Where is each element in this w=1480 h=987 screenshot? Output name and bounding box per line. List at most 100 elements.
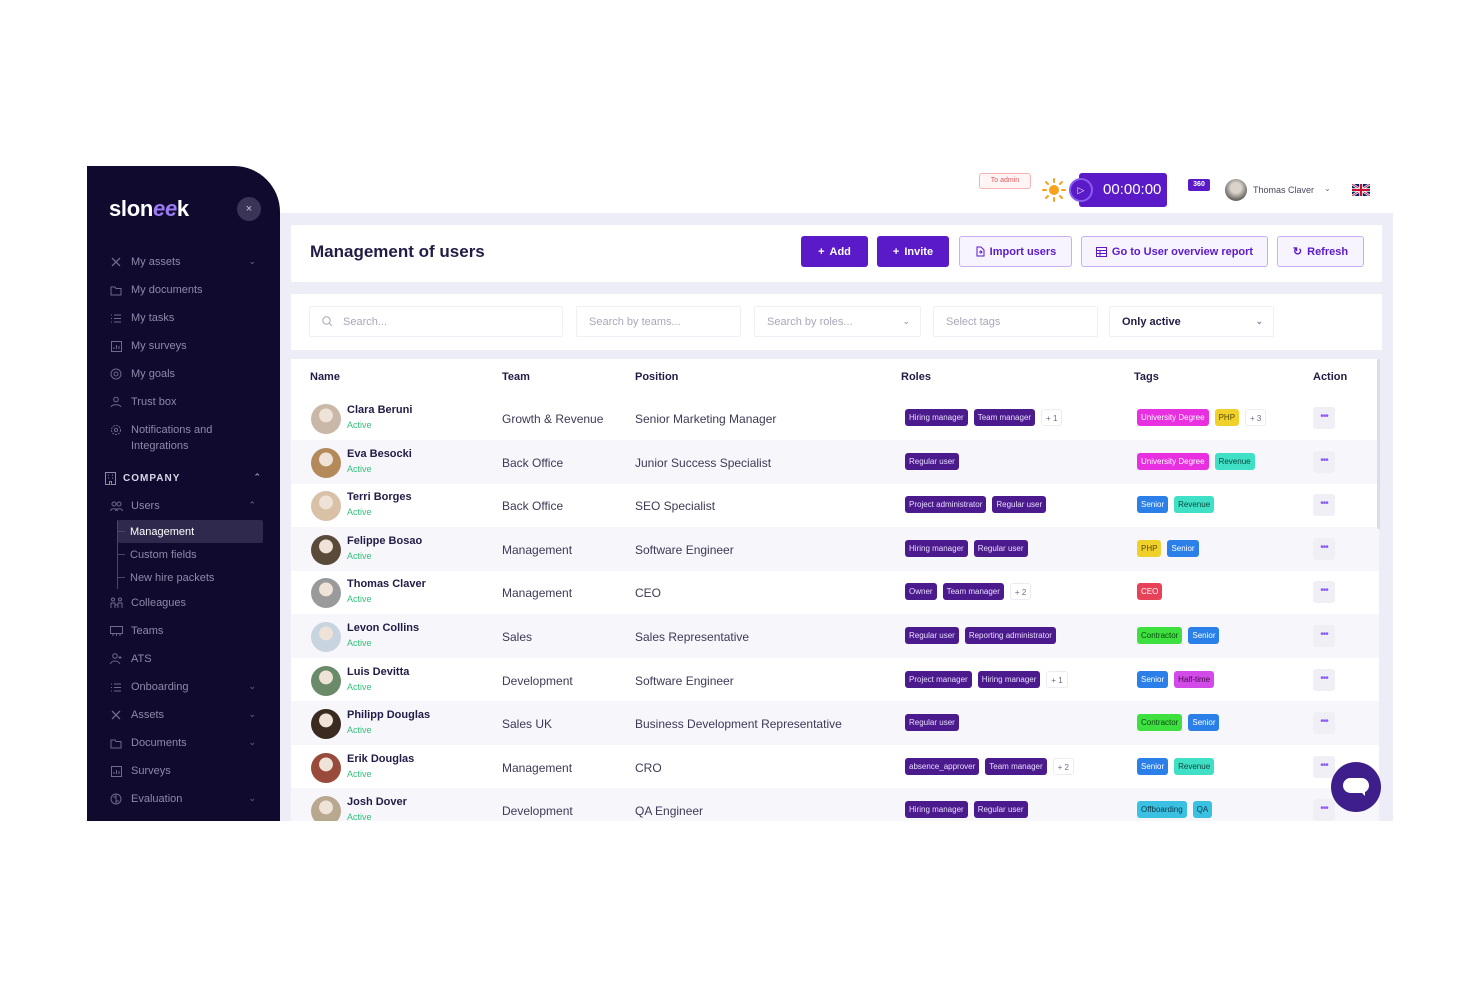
roles-more-pill[interactable]: + 2 — [1009, 583, 1032, 601]
company-section-header[interactable]: COMPANY ⌃ — [87, 464, 280, 492]
play-timer-button[interactable]: ▷ — [1069, 178, 1093, 202]
avatar[interactable] — [311, 709, 341, 740]
logo[interactable]: sloneek — [109, 196, 189, 221]
roles-more-pill[interactable]: + 1 — [1041, 409, 1063, 426]
refresh-button[interactable]: ↻ Refresh — [1277, 236, 1364, 267]
sidebar-item-new-hire-packets[interactable]: New hire packets — [118, 566, 280, 589]
sidebar-item-evaluation[interactable]: Evaluation ⌄ — [87, 785, 280, 813]
sidebar-item-documents[interactable]: Documents ⌄ — [87, 729, 280, 757]
sidebar-item-surveys[interactable]: Surveys — [87, 757, 280, 785]
table-row[interactable]: Felippe Bosao Active Management Software En… — [291, 526, 1379, 571]
tools-icon — [109, 708, 123, 722]
page-header: Management of users + Add + Invite Import … — [291, 225, 1382, 282]
roles-filter[interactable]: Search by roles... ⌄ — [754, 306, 921, 337]
column-roles[interactable]: Roles — [901, 371, 931, 383]
avatar[interactable] — [311, 578, 341, 609]
feedback-360-badge[interactable]: 360 — [1188, 179, 1210, 191]
table-row[interactable]: Josh Dover Active Development QA Engineer Hi… — [291, 788, 1379, 821]
sidebar-item-onboarding[interactable]: Onboarding ⌄ — [87, 673, 280, 701]
table-row[interactable]: Clara Beruni Active Growth & Revenue Senior… — [291, 396, 1379, 440]
row-actions-button[interactable]: ••• — [1313, 537, 1335, 560]
user-name-link[interactable]: Luis Devitta — [347, 665, 410, 678]
sidebar-item-my-documents[interactable]: My documents — [87, 276, 280, 304]
tags-select[interactable]: Select tags — [933, 306, 1098, 337]
row-actions-button[interactable]: ••• — [1313, 712, 1335, 735]
user-name-link[interactable]: Eva Besocki — [347, 447, 412, 460]
row-actions-button[interactable]: ••• — [1313, 799, 1335, 821]
table-row[interactable]: Luis Devitta Active Development Software En… — [291, 658, 1379, 702]
building-icon — [103, 471, 117, 485]
column-tags[interactable]: Tags — [1134, 371, 1159, 383]
sidebar-item-ats[interactable]: ATS — [87, 645, 280, 673]
user-name-link[interactable]: Levon Collins — [347, 622, 420, 634]
chart-icon — [109, 339, 123, 353]
sun-icon[interactable] — [1042, 178, 1066, 202]
tags-more-pill[interactable]: + 3 — [1245, 409, 1267, 426]
sidebar-item-notifications-integrations[interactable]: Notifications and Integrations — [87, 416, 280, 458]
row-actions-button[interactable]: ••• — [1313, 755, 1335, 778]
sidebar-item-colleagues[interactable]: Colleagues — [87, 589, 280, 617]
close-sidebar-button[interactable]: × — [237, 197, 261, 221]
user-avatar[interactable] — [1225, 179, 1247, 201]
chevron-down-icon[interactable]: ⌄ — [1324, 184, 1331, 193]
invite-button[interactable]: + Invite — [877, 236, 949, 267]
avatar[interactable] — [311, 404, 341, 434]
status-label: Active — [347, 420, 372, 430]
more-dots-icon: ••• — [1320, 585, 1328, 597]
sidebar-item-my-tasks[interactable]: My tasks — [87, 304, 280, 332]
import-users-button[interactable]: Import users — [959, 236, 1072, 267]
row-actions-button[interactable]: ••• — [1313, 668, 1335, 691]
role-pill: Regular user — [905, 452, 959, 470]
table-scrollbar[interactable] — [1377, 359, 1380, 529]
user-overview-report-button[interactable]: Go to User overview report — [1081, 236, 1268, 267]
user-name-link[interactable]: Philipp Douglas — [347, 709, 431, 722]
sidebar-item-users[interactable]: Users ⌃ — [87, 492, 280, 520]
table-row[interactable]: Terri Borges Active Back Office SEO Special… — [291, 483, 1379, 527]
uk-flag-icon[interactable] — [1352, 184, 1370, 196]
time-tracker[interactable]: 00:00:00 — [1079, 173, 1167, 207]
column-name[interactable]: Name — [310, 371, 340, 383]
user-name-link[interactable]: Terri Borges — [347, 491, 412, 504]
sidebar-item-my-goals[interactable]: My goals — [87, 360, 280, 388]
sidebar-item-management[interactable]: Management — [118, 520, 263, 543]
avatar[interactable] — [311, 752, 341, 783]
user-name-link[interactable]: Thomas Claver — [347, 578, 426, 591]
sidebar-item-teams[interactable]: Teams — [87, 617, 280, 645]
table-row[interactable]: Levon Collins Active Sales Sales Representa… — [291, 614, 1379, 658]
to-admin-button[interactable]: To admin — [979, 173, 1031, 189]
row-actions-button[interactable]: ••• — [1313, 581, 1335, 604]
user-menu-name[interactable]: Thomas Claver — [1253, 185, 1315, 195]
roles-more-pill[interactable]: + 1 — [1046, 670, 1068, 688]
avatar[interactable] — [311, 622, 341, 652]
search-input[interactable]: Search... — [309, 306, 563, 337]
roles-more-pill[interactable]: + 2 — [1052, 757, 1074, 775]
avatar[interactable] — [311, 796, 341, 821]
column-position[interactable]: Position — [635, 371, 679, 383]
row-actions-button[interactable]: ••• — [1313, 494, 1335, 517]
avatar[interactable] — [311, 534, 341, 565]
sidebar-item-my-surveys[interactable]: My surveys — [87, 332, 280, 360]
row-actions-button[interactable]: ••• — [1313, 450, 1335, 473]
chat-support-button[interactable] — [1331, 762, 1381, 812]
user-name-link[interactable]: Erik Douglas — [347, 752, 415, 765]
user-name-link[interactable]: Felippe Bosao — [347, 534, 423, 547]
column-team[interactable]: Team — [502, 371, 530, 383]
sidebar-item-trust-box[interactable]: Trust box — [87, 388, 280, 416]
avatar[interactable] — [311, 665, 341, 696]
user-name-link[interactable]: Josh Dover — [347, 796, 407, 809]
sidebar-item-my-assets[interactable]: My assets ⌄ — [87, 248, 280, 276]
avatar[interactable] — [311, 491, 341, 522]
table-row[interactable]: Erik Douglas Active Management CRO absence_a… — [291, 745, 1379, 789]
table-row[interactable]: Philipp Douglas Active Sales UK Business De… — [291, 701, 1379, 746]
row-actions-button[interactable]: ••• — [1313, 407, 1335, 429]
teams-filter[interactable]: Search by teams... — [576, 306, 741, 337]
user-name-link[interactable]: Clara Beruni — [347, 404, 413, 416]
table-row[interactable]: Thomas Claver Active Management CEO Owner Tea… — [291, 570, 1379, 614]
sidebar-item-assets[interactable]: Assets ⌄ — [87, 701, 280, 729]
sidebar-item-custom-fields[interactable]: Custom fields — [118, 543, 280, 566]
table-row[interactable]: Eva Besocki Active Back Office Junior Succe… — [291, 439, 1379, 484]
status-select[interactable]: Only active ⌄ — [1109, 306, 1274, 337]
row-actions-button[interactable]: ••• — [1313, 625, 1335, 647]
add-button[interactable]: + Add — [801, 236, 868, 267]
avatar[interactable] — [311, 447, 341, 478]
